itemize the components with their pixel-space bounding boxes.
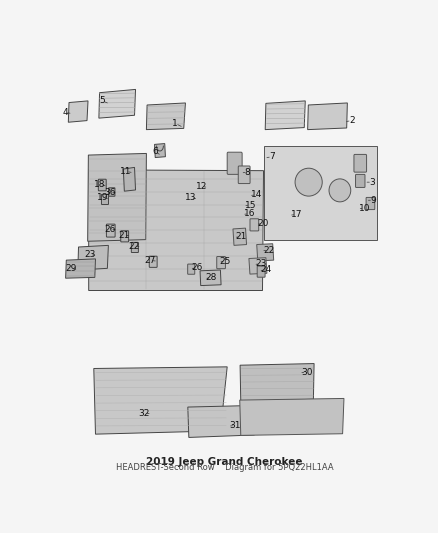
Text: 26: 26 [191, 263, 203, 272]
FancyBboxPatch shape [131, 243, 138, 253]
Text: 3: 3 [369, 177, 375, 187]
FancyBboxPatch shape [238, 166, 250, 183]
Text: HEADREST-Second Row    Diagram for 5PQ22HL1AA: HEADREST-Second Row Diagram for 5PQ22HL1… [116, 463, 333, 472]
Text: 28: 28 [205, 273, 217, 282]
Text: 21: 21 [235, 232, 247, 241]
Text: 23: 23 [255, 260, 266, 268]
Text: 16: 16 [244, 209, 255, 218]
Polygon shape [200, 270, 221, 286]
Polygon shape [249, 257, 267, 274]
Text: 2019 Jeep Grand Cherokee: 2019 Jeep Grand Cherokee [146, 457, 303, 467]
Text: 17: 17 [291, 210, 302, 219]
Text: 6: 6 [152, 147, 158, 156]
Text: 22: 22 [129, 241, 140, 251]
Text: 20: 20 [258, 219, 269, 228]
Text: 19: 19 [96, 193, 108, 202]
Text: 4: 4 [62, 108, 68, 117]
Polygon shape [240, 364, 314, 401]
Text: 23: 23 [84, 251, 95, 259]
Text: 18: 18 [94, 180, 106, 189]
FancyBboxPatch shape [257, 266, 265, 277]
Polygon shape [66, 259, 95, 278]
Polygon shape [155, 143, 166, 158]
Text: 29: 29 [65, 264, 76, 273]
Polygon shape [78, 245, 108, 270]
Polygon shape [264, 146, 377, 240]
FancyBboxPatch shape [99, 179, 106, 191]
Ellipse shape [329, 179, 351, 202]
FancyBboxPatch shape [217, 256, 226, 269]
FancyBboxPatch shape [250, 219, 259, 231]
Text: 21: 21 [118, 231, 130, 240]
Polygon shape [68, 101, 88, 122]
FancyBboxPatch shape [121, 231, 129, 242]
Text: 27: 27 [145, 256, 156, 265]
Text: 26: 26 [104, 225, 116, 234]
FancyBboxPatch shape [187, 264, 195, 274]
FancyBboxPatch shape [356, 174, 365, 188]
Text: 2: 2 [349, 116, 355, 125]
Polygon shape [233, 228, 247, 245]
Text: 24: 24 [260, 265, 272, 274]
Polygon shape [94, 367, 227, 434]
Text: 11: 11 [120, 167, 132, 176]
Text: 1: 1 [173, 119, 178, 128]
Text: 32: 32 [139, 409, 150, 418]
Text: 15: 15 [244, 200, 256, 209]
Ellipse shape [295, 168, 322, 196]
FancyBboxPatch shape [149, 256, 157, 268]
Polygon shape [88, 170, 264, 290]
Polygon shape [265, 101, 305, 130]
Text: 12: 12 [196, 182, 207, 191]
Polygon shape [88, 154, 146, 241]
FancyBboxPatch shape [354, 155, 367, 172]
Polygon shape [124, 167, 135, 191]
Text: 30: 30 [301, 368, 312, 377]
Text: 7: 7 [269, 152, 275, 161]
Text: 10: 10 [359, 204, 371, 213]
FancyBboxPatch shape [102, 195, 109, 205]
Polygon shape [188, 406, 255, 438]
Text: 36: 36 [104, 188, 116, 197]
FancyBboxPatch shape [109, 188, 115, 196]
Text: 13: 13 [185, 193, 196, 202]
Polygon shape [146, 103, 185, 130]
FancyBboxPatch shape [106, 224, 115, 237]
Polygon shape [307, 103, 347, 130]
FancyBboxPatch shape [366, 197, 375, 209]
Text: 31: 31 [230, 421, 241, 430]
Text: 25: 25 [220, 257, 231, 266]
Polygon shape [257, 244, 274, 261]
Polygon shape [240, 399, 344, 435]
Text: 14: 14 [251, 190, 262, 199]
Polygon shape [99, 90, 135, 118]
Text: 8: 8 [245, 168, 251, 177]
Text: 5: 5 [99, 96, 105, 106]
Text: 9: 9 [370, 196, 376, 205]
FancyBboxPatch shape [227, 152, 242, 174]
Text: 22: 22 [263, 246, 274, 255]
